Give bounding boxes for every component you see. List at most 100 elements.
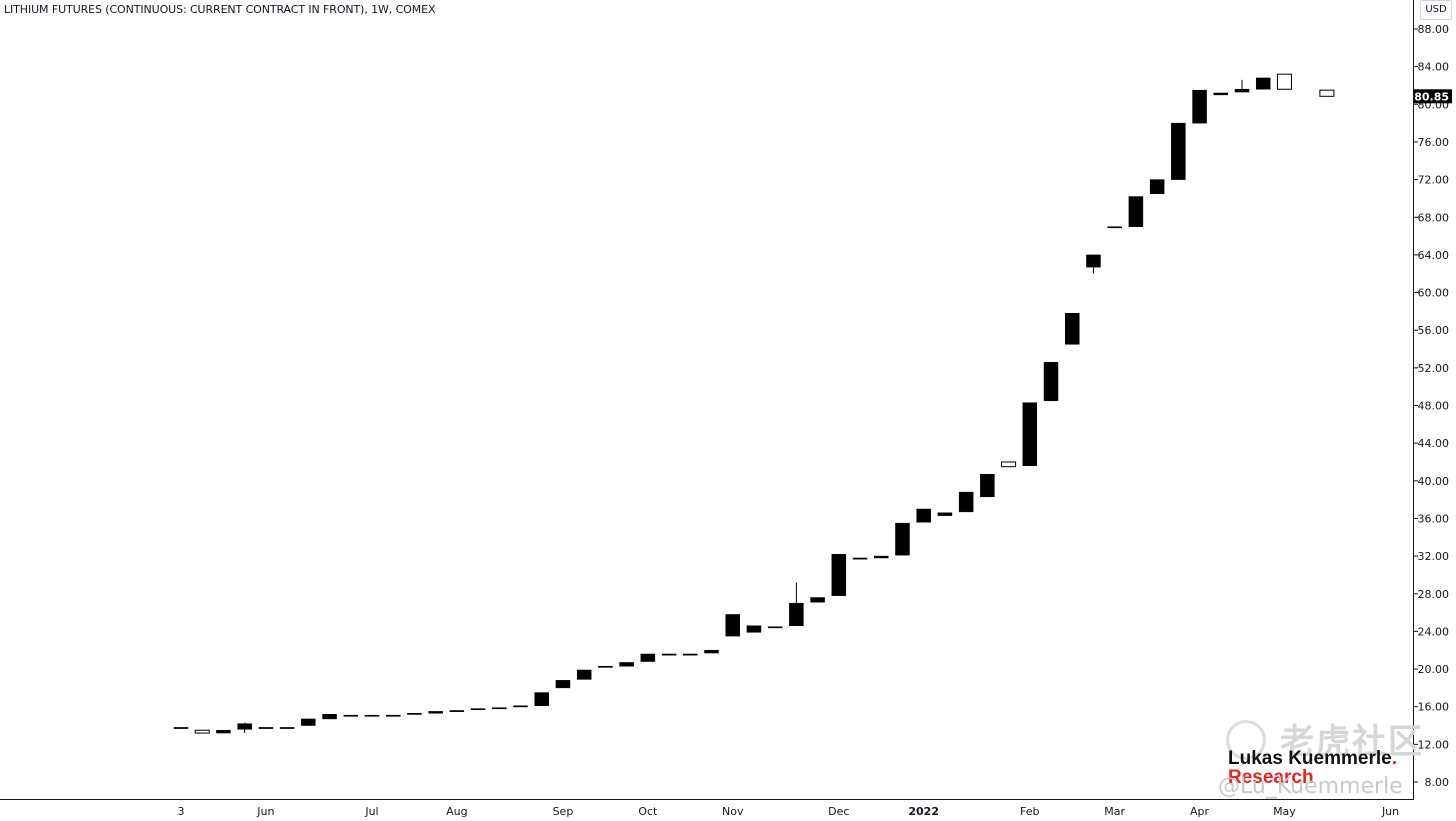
candle-body <box>534 692 549 707</box>
candle[interactable] <box>513 705 528 708</box>
brand-name: Lukas Kuemmerle. <box>1228 748 1397 769</box>
last-price-badge <box>1414 89 1452 104</box>
x-tick-label: Jun <box>256 805 274 818</box>
candle[interactable] <box>746 625 762 633</box>
candle[interactable] <box>237 722 252 734</box>
candle[interactable] <box>980 473 995 498</box>
y-tick-label: 32.00 <box>1418 550 1450 563</box>
candle[interactable] <box>428 711 443 714</box>
candle[interactable] <box>555 680 571 689</box>
candle-body <box>704 649 719 654</box>
candle-body <box>725 614 740 637</box>
candle[interactable] <box>640 653 656 662</box>
candle[interactable] <box>767 626 783 629</box>
candle[interactable] <box>343 714 359 717</box>
tiger-logo-icon <box>1226 720 1266 760</box>
y-tick-label: 56.00 <box>1418 324 1450 337</box>
candle[interactable] <box>1064 313 1080 345</box>
candle[interactable] <box>1171 122 1186 180</box>
candle[interactable] <box>937 512 953 516</box>
candle-body <box>1171 122 1186 180</box>
candle-body <box>1319 89 1335 97</box>
candle[interactable] <box>1043 361 1059 402</box>
candle[interactable] <box>1086 254 1101 274</box>
candle[interactable] <box>173 727 189 729</box>
candle[interactable] <box>1255 77 1271 90</box>
candle[interactable] <box>1022 402 1038 466</box>
candle-body <box>874 555 889 559</box>
y-tick-label: 40.00 <box>1418 475 1450 488</box>
candle-body <box>1107 226 1122 229</box>
candle-body <box>385 714 401 717</box>
brand-research: Research <box>1228 767 1314 788</box>
x-tick-label: Jun <box>1381 805 1399 818</box>
candle[interactable] <box>534 692 549 707</box>
watermark: 老虎社区 Lukas Kuemmerle. Research @Lu_Kuemm… <box>1218 712 1434 812</box>
x-tick-label: Oct <box>638 805 658 818</box>
candle-body <box>1149 179 1165 194</box>
candle[interactable] <box>661 653 677 656</box>
candle[interactable] <box>364 714 380 717</box>
y-tick-label: 60.00 <box>1418 287 1450 300</box>
candle[interactable] <box>449 710 465 712</box>
candle[interactable] <box>810 597 825 603</box>
price-axis-border <box>1413 0 1414 800</box>
candle[interactable] <box>725 614 740 637</box>
candle-body <box>364 714 380 717</box>
x-tick-label: Feb <box>1020 805 1039 818</box>
candle-body <box>1064 313 1080 345</box>
y-tick-label: 12.00 <box>1418 738 1450 751</box>
candle[interactable] <box>1192 89 1207 124</box>
currency-label[interactable]: USD <box>1420 0 1452 20</box>
candle[interactable] <box>958 491 974 513</box>
candle-body <box>789 602 804 627</box>
candle[interactable] <box>301 718 316 726</box>
candle[interactable] <box>916 508 931 523</box>
candle[interactable] <box>492 707 507 710</box>
candle[interactable] <box>322 713 337 720</box>
candle[interactable] <box>683 653 698 656</box>
candle-body <box>810 597 825 603</box>
candle[interactable] <box>1234 79 1250 93</box>
candle[interactable] <box>789 582 804 627</box>
y-tick-label: 44.00 <box>1418 437 1450 450</box>
candle[interactable] <box>704 649 719 654</box>
candle[interactable] <box>1319 89 1335 97</box>
candle[interactable] <box>385 714 401 717</box>
candle[interactable] <box>194 729 210 734</box>
candle[interactable] <box>874 555 889 559</box>
candle[interactable] <box>1213 92 1229 96</box>
candle-body <box>492 707 507 710</box>
candle-body <box>661 653 677 656</box>
candle[interactable] <box>852 557 868 560</box>
candle-body <box>937 512 953 516</box>
candle-body <box>980 473 995 498</box>
candle-body <box>746 625 762 633</box>
candle[interactable] <box>831 553 847 596</box>
candle-body <box>767 626 783 629</box>
candle[interactable] <box>895 522 910 556</box>
candle[interactable] <box>407 713 422 715</box>
candle[interactable] <box>598 665 613 668</box>
candle[interactable] <box>576 669 592 680</box>
candle[interactable] <box>258 727 274 729</box>
y-tick-label: 84.00 <box>1418 61 1450 74</box>
y-tick-label: 88.00 <box>1418 23 1450 36</box>
y-tick-label: 20.00 <box>1418 663 1450 676</box>
y-tick-label: 36.00 <box>1418 512 1450 525</box>
candle-body <box>852 557 868 560</box>
candle[interactable] <box>619 662 634 667</box>
candle[interactable] <box>1107 226 1122 229</box>
candle[interactable] <box>1149 179 1165 194</box>
candle-body <box>619 662 634 667</box>
candle-body <box>683 653 698 656</box>
candle[interactable] <box>216 729 231 734</box>
candle[interactable] <box>1128 196 1144 227</box>
candle-body <box>1213 92 1229 96</box>
candle[interactable] <box>1001 461 1017 468</box>
candle[interactable] <box>1276 73 1292 90</box>
last-price-marker: 80.85 <box>1414 89 1452 104</box>
candle[interactable] <box>470 708 486 711</box>
candle[interactable] <box>279 727 295 729</box>
